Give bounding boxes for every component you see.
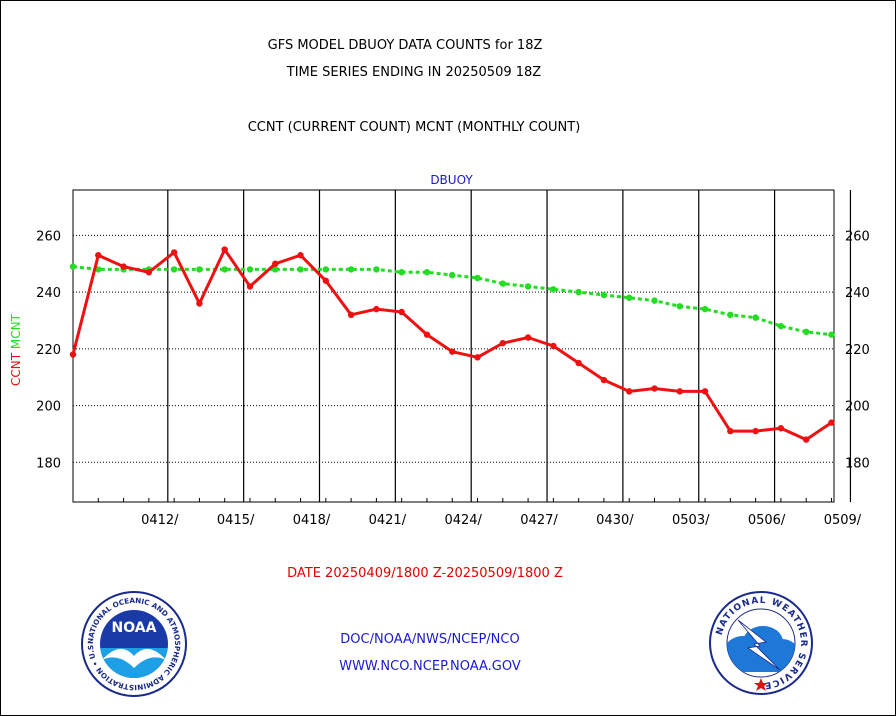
nws-logo: NATIONAL WEATHER SERVICE xyxy=(709,591,813,695)
data-point-mcnt xyxy=(170,266,178,273)
data-point-mcnt xyxy=(575,288,582,296)
date-range-label: DATE 20250409/1800 Z-20250509/1800 Z xyxy=(287,566,563,581)
x-tick-label: 0412/ xyxy=(141,513,179,528)
y-tick-label-right: 220 xyxy=(845,343,870,358)
data-point-mcnt xyxy=(322,266,330,273)
data-point-mcnt xyxy=(626,294,633,301)
data-point-mcnt xyxy=(499,280,507,287)
data-point-mcnt xyxy=(69,263,77,270)
y-tick-label-left: 220 xyxy=(36,343,61,358)
y-axis-label-ccnt: CCNT xyxy=(9,349,23,386)
data-point-ccnt xyxy=(347,311,355,318)
noaa-logo: NOAA NATIONAL OCEANIC AND ATMOSPHERIC AD… xyxy=(80,590,187,697)
y-axis-label-mcnt: MCNT xyxy=(9,313,23,349)
data-point-mcnt xyxy=(449,271,456,279)
data-point-ccnt xyxy=(170,249,178,256)
y-tick-label-left: 180 xyxy=(36,456,61,471)
data-point-ccnt xyxy=(727,427,734,435)
x-tick-label: 0506/ xyxy=(748,513,786,528)
data-point-mcnt xyxy=(246,266,254,273)
data-point-ccnt xyxy=(752,427,759,435)
y-axis-label: CCNT MCNT xyxy=(9,313,23,386)
data-point-mcnt xyxy=(95,266,102,273)
data-point-ccnt xyxy=(272,260,279,267)
data-point-mcnt xyxy=(272,266,279,273)
data-point-mcnt xyxy=(347,266,355,273)
data-point-mcnt xyxy=(600,291,608,299)
data-point-ccnt xyxy=(297,252,304,259)
panel-title: DBUOY xyxy=(430,173,473,187)
data-point-mcnt xyxy=(752,314,759,321)
data-point-ccnt xyxy=(196,300,203,307)
data-point-ccnt xyxy=(449,348,456,355)
data-point-mcnt xyxy=(297,266,304,273)
data-point-mcnt xyxy=(221,266,228,273)
data-point-ccnt xyxy=(651,385,658,392)
x-tick-label: 0421/ xyxy=(369,513,407,528)
data-point-mcnt xyxy=(727,311,734,318)
y-tick-label-left: 200 xyxy=(36,400,61,415)
data-point-ccnt xyxy=(120,263,127,270)
data-point-ccnt xyxy=(524,334,532,341)
data-point-mcnt xyxy=(524,283,532,290)
data-point-mcnt xyxy=(651,297,658,304)
data-point-ccnt xyxy=(600,376,608,384)
x-tick-label: 0424/ xyxy=(444,513,482,528)
data-point-ccnt xyxy=(777,425,785,432)
y-tick-label-right: 180 xyxy=(845,456,870,471)
noaa-logo-text: NOAA xyxy=(112,620,157,636)
data-point-ccnt xyxy=(145,269,153,276)
x-tick-label: 0430/ xyxy=(596,513,634,528)
y-tick-label-right: 260 xyxy=(845,229,870,244)
x-tick-label: 0418/ xyxy=(293,513,331,528)
data-point-ccnt xyxy=(499,339,507,347)
data-point-mcnt xyxy=(777,322,785,330)
chart-title: GFS MODEL DBUOY DATA COUNTS for 18Z xyxy=(267,38,543,53)
y-tick-label-right: 240 xyxy=(845,286,870,301)
data-point-ccnt xyxy=(95,252,102,259)
x-tick-label: 0503/ xyxy=(672,513,710,528)
data-point-ccnt xyxy=(322,277,330,284)
data-point-mcnt xyxy=(398,269,405,276)
y-tick-label-left: 240 xyxy=(36,286,61,301)
data-point-mcnt xyxy=(802,328,810,336)
organization-path: DOC/NOAA/NWS/NCEP/NCO xyxy=(340,632,520,647)
data-point-ccnt xyxy=(221,246,228,253)
x-tick-label: 0415/ xyxy=(217,513,255,528)
data-point-ccnt xyxy=(802,436,810,443)
website-link[interactable]: WWW.NCO.NCEP.NOAA.GOV xyxy=(339,659,521,674)
y-tick-label-left: 260 xyxy=(36,229,61,244)
data-point-mcnt xyxy=(373,266,380,273)
star-icon xyxy=(754,678,768,691)
data-point-ccnt xyxy=(626,388,633,395)
data-point-mcnt xyxy=(676,303,683,310)
y-tick-label-right: 200 xyxy=(845,400,870,415)
data-point-ccnt xyxy=(550,342,557,350)
data-point-ccnt xyxy=(423,331,431,338)
data-point-mcnt xyxy=(701,305,709,313)
data-point-ccnt xyxy=(246,283,254,290)
data-point-ccnt xyxy=(676,388,683,395)
data-point-ccnt xyxy=(398,308,405,316)
x-tick-label: 0509/ xyxy=(824,513,862,528)
data-point-ccnt xyxy=(474,354,481,361)
data-point-mcnt xyxy=(474,274,481,282)
data-point-ccnt xyxy=(575,359,582,367)
data-point-ccnt xyxy=(69,351,77,358)
data-point-ccnt xyxy=(701,388,709,395)
plot-area xyxy=(72,189,835,503)
data-point-mcnt xyxy=(550,286,557,293)
series-description: CCNT (CURRENT COUNT) MCNT (MONTHLY COUNT… xyxy=(247,120,581,135)
data-point-mcnt xyxy=(828,331,835,338)
data-point-mcnt xyxy=(423,269,431,276)
x-tick-label: 0427/ xyxy=(520,513,558,528)
data-point-ccnt xyxy=(828,419,835,426)
data-point-mcnt xyxy=(196,266,203,273)
data-point-ccnt xyxy=(373,305,380,313)
chart-subtitle: TIME SERIES ENDING IN 20250509 18Z xyxy=(286,65,542,80)
